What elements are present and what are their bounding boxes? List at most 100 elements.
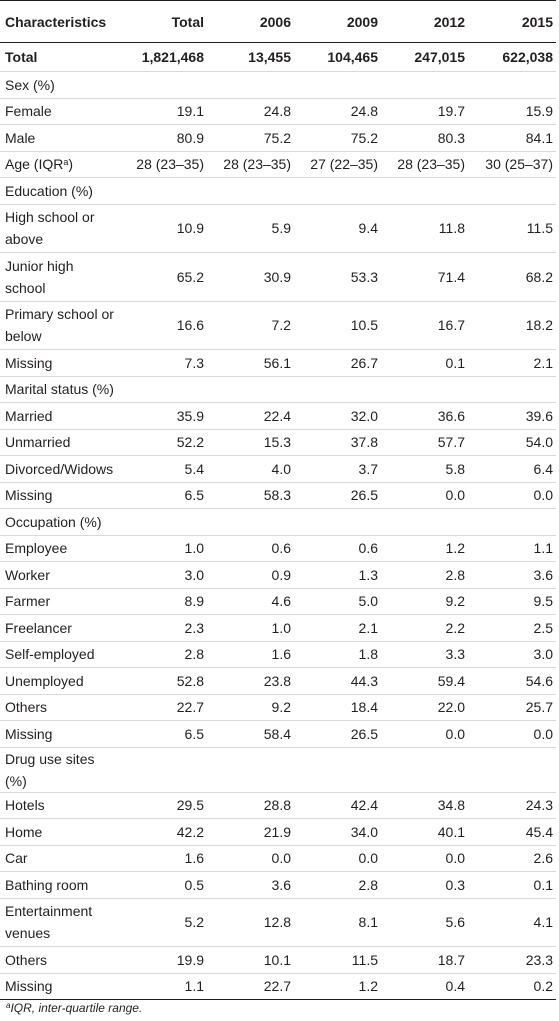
table-cell: 0.9 xyxy=(207,561,294,589)
column-header: 2006 xyxy=(207,0,294,43)
table-cell xyxy=(207,71,294,99)
table-row: Missing 7.3 56.1 26.7 0.1 2.1 xyxy=(0,349,556,377)
table-cell: 0.6 xyxy=(294,535,381,562)
table-cell: 1.1 xyxy=(468,535,556,562)
row-label: Self-employed xyxy=(0,641,120,668)
table-cell: 36.6 xyxy=(381,402,468,430)
row-label-text: Home xyxy=(5,823,43,840)
table-cell: 71.4 xyxy=(381,252,468,302)
row-label-text: Self-employed xyxy=(5,646,95,663)
table-cell: 0.5 xyxy=(120,871,207,899)
table-row: Missing 1.1 22.7 1.2 0.4 0.2 xyxy=(0,973,556,1000)
table-cell: 0.6 xyxy=(207,535,294,562)
row-label-text: Drug use sites (%) xyxy=(5,750,95,789)
table-cell: 0.0 xyxy=(294,845,381,872)
row-label-text: Education (%) xyxy=(5,182,93,199)
table-cell: 10.5 xyxy=(294,301,381,350)
table-row: Entertainment venues 5.2 12.8 8.1 5.6 4.1 xyxy=(0,898,556,947)
table-cell: 80.9 xyxy=(120,124,207,152)
table-cell: 1.8 xyxy=(294,641,381,668)
table-cell: 26.5 xyxy=(294,720,381,748)
row-label: Marital status (%) xyxy=(0,376,120,403)
table-cell: 1.0 xyxy=(207,614,294,642)
table-cell: 44.3 xyxy=(294,667,381,695)
table-header-row: Characteristics Total 2006 2009 2012 201… xyxy=(0,0,556,43)
table-cell: 3.3 xyxy=(381,641,468,668)
table-cell: 2.3 xyxy=(120,614,207,642)
row-label: Junior high school xyxy=(0,252,120,302)
row-label: Total xyxy=(0,42,120,72)
table-cell: 23.3 xyxy=(468,946,556,974)
column-header: Total xyxy=(120,0,207,43)
table-row: Age (IQRa) 28 (23–35) 28 (23–35) 27 (22–35)… xyxy=(0,151,556,178)
row-label-text: Unemployed xyxy=(5,672,84,689)
table-cell: 6.5 xyxy=(120,482,207,509)
row-label-text: High school or above xyxy=(5,209,95,248)
row-label-text: Others xyxy=(5,699,48,716)
table-row: Marital status (%) xyxy=(0,376,556,403)
row-label-text: Divorced/Widows xyxy=(5,460,114,477)
table-cell: 104,465 xyxy=(294,42,381,72)
row-label-text: Primary school or below xyxy=(5,306,114,345)
table-cell xyxy=(207,747,294,793)
table-cell: 52.2 xyxy=(120,429,207,456)
table-row: Total 1,821,468 13,455 104,465 247,015 622,03… xyxy=(0,42,556,72)
table-cell xyxy=(468,177,556,205)
table-cell: 28 (23–35) xyxy=(207,151,294,178)
table-row: Others 22.7 9.2 18.4 22.0 25.7 xyxy=(0,694,556,721)
table-cell: 22.7 xyxy=(120,694,207,721)
table-cell xyxy=(381,177,468,205)
table-cell: 84.1 xyxy=(468,124,556,152)
row-label: Education (%) xyxy=(0,177,120,205)
row-label: Married xyxy=(0,402,120,430)
footnote-ref-marker: a xyxy=(63,157,69,168)
table-cell: 21.9 xyxy=(207,818,294,846)
table-cell: 65.2 xyxy=(120,252,207,302)
table-cell xyxy=(207,376,294,403)
table-cell: 247,015 xyxy=(381,42,468,72)
table-cell: 5.9 xyxy=(207,204,294,253)
table-cell xyxy=(120,71,207,99)
table-cell: 26.7 xyxy=(294,349,381,377)
table-cell xyxy=(120,177,207,205)
table-cell: 34.0 xyxy=(294,818,381,846)
table-cell: 30.9 xyxy=(207,252,294,302)
table-cell: 0.3 xyxy=(381,871,468,899)
table-cell xyxy=(381,376,468,403)
table-cell: 16.6 xyxy=(120,301,207,350)
table-cell: 29.5 xyxy=(120,792,207,819)
table-cell: 54.0 xyxy=(468,429,556,456)
row-label: Divorced/Widows xyxy=(0,455,120,483)
table-cell: 18.2 xyxy=(468,301,556,350)
table-cell: 16.7 xyxy=(381,301,468,350)
row-label-text: Total xyxy=(5,49,38,65)
row-label: Female xyxy=(0,98,120,125)
table-cell xyxy=(294,747,381,793)
table-cell: 2.2 xyxy=(381,614,468,642)
row-label-text: Freelancer xyxy=(5,619,72,636)
row-label: Employee xyxy=(0,535,120,562)
table-row: Hotels 29.5 28.8 42.4 34.8 24.3 xyxy=(0,792,556,819)
table-cell: 39.6 xyxy=(468,402,556,430)
table-cell: 58.3 xyxy=(207,482,294,509)
table-cell: 10.1 xyxy=(207,946,294,974)
table-footnote: aIQR, inter-quartile range. xyxy=(6,1001,142,1015)
table-row: Worker 3.0 0.9 1.3 2.8 3.6 xyxy=(0,561,556,589)
table-row: Car 1.6 0.0 0.0 0.0 2.6 xyxy=(0,845,556,872)
table-cell: 53.3 xyxy=(294,252,381,302)
table-cell xyxy=(294,71,381,99)
table-cell: 5.2 xyxy=(120,898,207,947)
table-cell: 2.8 xyxy=(294,871,381,899)
row-label: Primary school or below xyxy=(0,301,120,350)
table-cell: 4.6 xyxy=(207,588,294,615)
row-label: Drug use sites (%) xyxy=(0,747,120,793)
row-label: Unemployed xyxy=(0,667,120,695)
table-cell xyxy=(207,177,294,205)
table-cell: 4.0 xyxy=(207,455,294,483)
table-cell: 13,455 xyxy=(207,42,294,72)
table-row: Home 42.2 21.9 34.0 40.1 45.4 xyxy=(0,818,556,846)
table-row: Primary school or below 16.6 7.2 10.5 16.7 18… xyxy=(0,301,556,350)
table-cell: 3.7 xyxy=(294,455,381,483)
table-cell: 25.7 xyxy=(468,694,556,721)
table-cell xyxy=(381,747,468,793)
